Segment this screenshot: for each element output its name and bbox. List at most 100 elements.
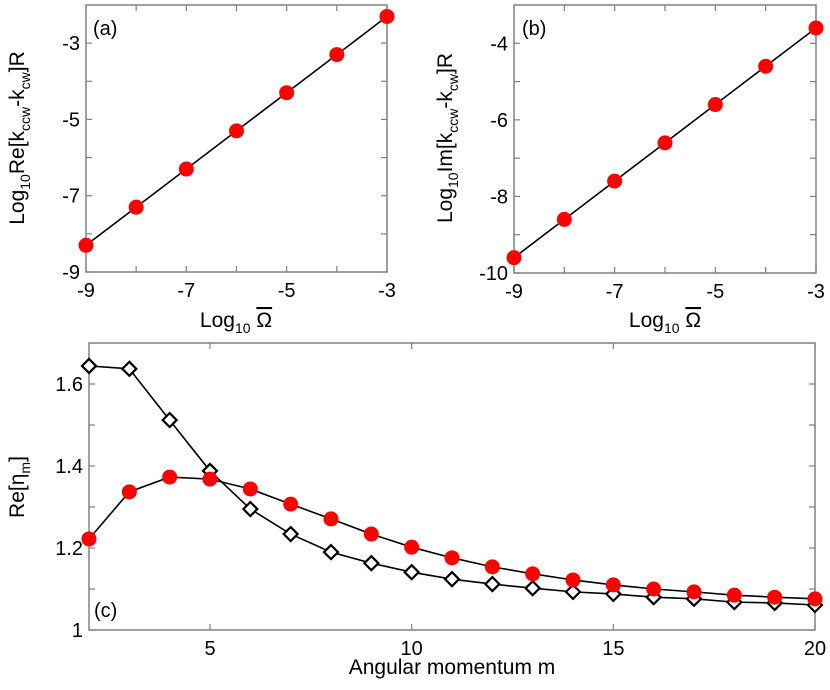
label-text: Log bbox=[629, 309, 664, 332]
panel-label: (b) bbox=[522, 18, 546, 40]
panel-a: -9 -7 -5 -3-9-7-5-3(a)Log10 ΩLog10Re[kccw-k… bbox=[6, 4, 396, 336]
axes-box bbox=[85, 4, 388, 273]
data-point-circle bbox=[686, 584, 702, 600]
subscript: cw bbox=[17, 71, 33, 89]
label-text: ]R bbox=[6, 51, 29, 72]
data-point-circle bbox=[767, 589, 783, 605]
data-point-circle bbox=[808, 20, 824, 36]
label-text: Re[k bbox=[6, 130, 29, 174]
data-point-circle bbox=[379, 8, 395, 24]
data-point-circle bbox=[657, 135, 673, 151]
data-point-circle bbox=[807, 591, 823, 607]
subscript: 10 bbox=[445, 172, 461, 188]
data-point-circle bbox=[363, 526, 379, 542]
data-point-circle bbox=[605, 577, 621, 593]
x-tick-label: -3 bbox=[807, 281, 825, 303]
subscript: m bbox=[17, 462, 33, 474]
label-text: Angular momentum m bbox=[349, 656, 556, 679]
label-text: ]R bbox=[434, 53, 457, 74]
data-point-circle bbox=[726, 587, 742, 603]
axes-box bbox=[88, 342, 816, 631]
x-tick-label: -9 bbox=[505, 281, 523, 303]
data-point-circle bbox=[128, 199, 144, 215]
x-axis-label: Log10 Ω bbox=[629, 309, 701, 336]
data-point-circle bbox=[404, 539, 420, 555]
label-text: Im[k bbox=[434, 132, 457, 172]
x-tick-label: -7 bbox=[606, 281, 624, 303]
data-point-diamond bbox=[443, 570, 461, 588]
data-point-circle bbox=[202, 471, 218, 487]
data-point-diamond bbox=[403, 563, 421, 581]
data-point-diamond bbox=[241, 500, 259, 518]
subscript: 10 bbox=[235, 320, 251, 336]
label-text: Ω bbox=[685, 309, 701, 332]
data-point-diamond bbox=[161, 411, 179, 429]
data-point-circle bbox=[283, 496, 299, 512]
y-tick-label: -9 bbox=[62, 262, 80, 284]
y-tick-label: -3 bbox=[62, 33, 80, 55]
subscript: cw bbox=[445, 73, 461, 91]
x-axis-label: Angular momentum m bbox=[349, 656, 556, 679]
subscript: ccw bbox=[445, 108, 461, 133]
data-point-circle bbox=[525, 566, 541, 582]
data-point-diamond bbox=[362, 554, 380, 572]
x-tick-label: 20 bbox=[804, 638, 826, 660]
data-point-circle bbox=[279, 85, 295, 101]
y-tick-label: -10 bbox=[479, 263, 508, 285]
data-point-circle bbox=[121, 484, 137, 500]
y-tick-label: -4 bbox=[490, 33, 508, 55]
data-point-circle bbox=[484, 559, 500, 575]
label-text: Ω bbox=[256, 309, 272, 332]
panel-label: (c) bbox=[94, 600, 117, 622]
data-point-diamond bbox=[120, 360, 138, 378]
data-point-circle bbox=[707, 97, 723, 113]
x-tick-label: 10 bbox=[401, 638, 423, 660]
x-tick-label: -5 bbox=[278, 280, 296, 302]
data-point-diamond bbox=[483, 575, 501, 593]
y-tick-label: -7 bbox=[62, 186, 80, 208]
data-point-circle bbox=[329, 47, 345, 63]
y-tick-label: -8 bbox=[490, 186, 508, 208]
data-point-circle bbox=[444, 550, 460, 566]
label-text: Log bbox=[434, 188, 457, 223]
panel-label: (a) bbox=[93, 18, 117, 40]
data-point-circle bbox=[242, 481, 258, 497]
y-tick-label: 1.4 bbox=[55, 456, 83, 478]
data-point-circle bbox=[323, 511, 339, 527]
label-text: Log bbox=[200, 309, 235, 332]
data-point-diamond bbox=[524, 579, 542, 597]
data-point-circle bbox=[78, 237, 94, 253]
y-tick-label: 1.2 bbox=[55, 538, 83, 560]
x-axis-label: Log10 Ω bbox=[200, 309, 272, 336]
label-text: -k bbox=[434, 91, 457, 109]
data-point-diamond bbox=[564, 583, 582, 601]
y-tick-label: 1.6 bbox=[55, 374, 83, 396]
label-text: -k bbox=[6, 89, 29, 107]
subscript: 10 bbox=[664, 320, 680, 336]
data-point-diamond bbox=[80, 357, 98, 375]
y-axis-label: Log10Im[kccw-kcw]R bbox=[434, 53, 461, 223]
x-tick-label: -5 bbox=[706, 281, 724, 303]
x-tick-label: 15 bbox=[602, 638, 624, 660]
data-point-diamond bbox=[282, 525, 300, 543]
label-text: Log bbox=[6, 190, 29, 225]
panel-b: -9 -7 -5 -3-10-8-6-4(b)Log10 ΩLog10Im[kccw-… bbox=[434, 4, 825, 336]
data-point-circle bbox=[506, 250, 522, 266]
data-point-circle bbox=[565, 572, 581, 588]
data-point-circle bbox=[758, 58, 774, 74]
y-tick-label: 1 bbox=[72, 620, 83, 642]
x-tick-label: -3 bbox=[378, 280, 396, 302]
y-tick-label: -6 bbox=[490, 110, 508, 132]
y-axis-label: Log10Re[kccw-kcw]R bbox=[6, 51, 33, 225]
data-point-circle bbox=[646, 581, 662, 597]
subscript: 10 bbox=[17, 174, 33, 190]
data-point-circle bbox=[178, 161, 194, 177]
data-point-diamond bbox=[322, 543, 340, 561]
data-point-circle bbox=[607, 173, 623, 189]
y-tick-label: -5 bbox=[62, 109, 80, 131]
label-text: Re[η bbox=[6, 474, 29, 518]
data-point-circle bbox=[81, 531, 97, 547]
series-line bbox=[88, 365, 816, 606]
y-axis-label: Re[ηm] bbox=[6, 456, 33, 518]
